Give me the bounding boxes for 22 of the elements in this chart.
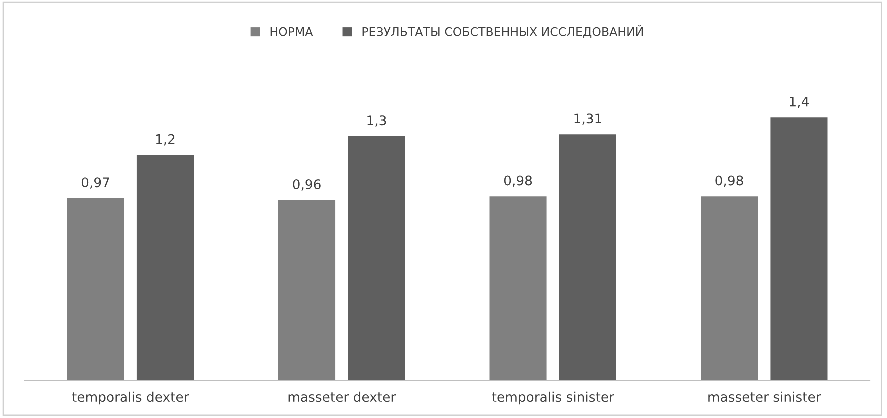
x-tick-label: temporalis dexter	[72, 392, 190, 405]
bar	[770, 118, 828, 381]
bar	[348, 136, 406, 381]
bar	[490, 196, 547, 381]
data-label: 1,2	[156, 134, 175, 146]
bar	[278, 200, 336, 381]
data-label: 1,31	[574, 114, 602, 126]
data-label: 1,3	[368, 116, 386, 127]
data-label: 0,98	[716, 176, 744, 188]
x-tick-label: temporalis sinister	[492, 392, 614, 405]
bar	[136, 155, 194, 381]
data-label: 0,98	[504, 176, 532, 188]
bar	[701, 196, 758, 381]
bar	[559, 134, 616, 381]
bar	[67, 198, 124, 381]
legend-label: НОРМА	[270, 27, 314, 36]
x-tick-label: masseter dexter	[288, 392, 396, 402]
data-label: 0,97	[82, 178, 110, 189]
legend-label: РЕЗУЛЬТАТЫ СОБСТВЕННЫХ ИССЛЕДОВАНИЙ	[362, 25, 644, 38]
data-label: 1,4	[790, 96, 809, 108]
x-tick-label: masseter sinister	[708, 392, 822, 402]
data-label: 0,96	[293, 179, 321, 191]
